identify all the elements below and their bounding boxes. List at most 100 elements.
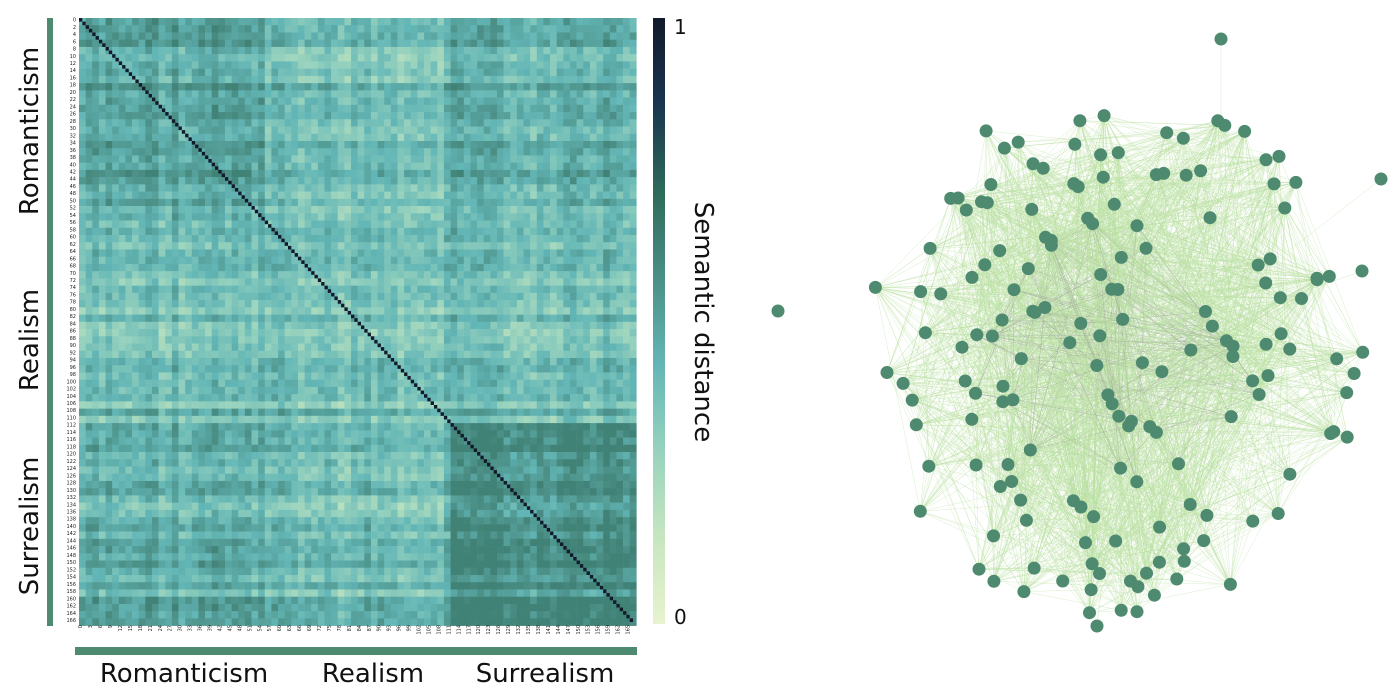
heatmap-cell [616,177,624,185]
heatmap-cell [404,343,412,352]
heatmap-cell [185,68,193,77]
heatmap-cell [132,227,140,236]
heatmap-cell [510,394,518,402]
heatmap-cell [304,61,312,69]
heatmap-cell [205,430,212,438]
heatmap-cell [297,184,305,192]
heatmap-cell [304,177,312,185]
heatmap-cell [205,329,212,337]
heatmap-cell [79,357,86,366]
heatmap-cell [576,32,584,40]
heatmap-cell [370,437,378,446]
heatmap-cell [132,249,140,257]
heatmap-cell [450,430,458,438]
heatmap-cell [483,227,491,236]
heatmap-cell [503,184,511,192]
heatmap-cell [603,83,611,91]
heatmap-cell [483,278,491,286]
heatmap-cell [165,285,173,294]
heatmap-cell [258,112,266,120]
heatmap-cell [211,155,219,163]
heatmap-cell [543,32,551,40]
heatmap-cell [556,191,564,200]
heatmap-cell [112,314,120,323]
heatmap-cell [291,104,299,113]
heatmap-cell [291,206,299,214]
heatmap-cell [251,321,259,330]
heatmap-cell [623,162,630,171]
heatmap-cell [98,198,106,207]
heatmap-cell [563,126,571,135]
heatmap-cell [424,90,431,98]
heatmap-cell [623,25,630,33]
heatmap-cell [563,46,571,55]
heatmap-cell [125,444,133,453]
heatmap-cell [218,437,226,446]
heatmap-cell [112,220,120,229]
heatmap-cell [424,235,431,243]
heatmap-cell [218,68,226,77]
heatmap-cell [536,292,544,301]
heatmap-cell [165,75,173,84]
heatmap-cell [550,386,557,395]
heatmap-cell [563,112,571,120]
heatmap-cell [370,220,378,229]
heatmap-cell [271,357,279,366]
heatmap-cell [278,198,285,207]
heatmap-cell [390,430,398,438]
heatmap-cell [158,278,166,286]
heatmap-cell [516,408,524,417]
heatmap-cell [450,184,458,192]
heatmap-cell [138,112,146,120]
heatmap-cell [364,321,372,330]
heatmap-cell [556,321,564,330]
heatmap-cell [463,242,471,250]
heatmap-cell [218,365,226,373]
heatmap-cell [370,104,378,113]
heatmap-cell [218,408,226,417]
heatmap-cell [576,372,584,380]
heatmap-cell [291,32,299,40]
heatmap-cell [224,314,232,323]
heatmap-cell [550,329,557,337]
heatmap-cell [118,54,126,62]
heatmap-cell [165,68,173,77]
heatmap-cell [603,32,611,40]
heatmap-cell [609,198,617,207]
heatmap-cell [424,365,431,373]
heatmap-cell [470,104,478,113]
heatmap-cell [331,133,339,142]
heatmap-cell [450,357,458,366]
heatmap-cell [145,39,153,48]
heatmap-cell [430,394,438,402]
heatmap-cell [550,220,557,229]
heatmap-cell [178,177,186,185]
heatmap-cell [264,242,272,250]
heatmap-cell [417,372,425,380]
heatmap-cell [284,32,292,40]
heatmap-cell [244,285,252,294]
heatmap-cell [317,307,325,315]
heatmap-cell [297,126,305,135]
heatmap-cell [304,148,312,156]
heatmap-cell [324,177,332,185]
heatmap-cell [178,314,186,323]
heatmap-cell [185,242,193,250]
heatmap-cell [98,278,106,286]
heatmap-cell [158,336,166,344]
heatmap-cell [417,307,425,315]
heatmap-cell [397,61,405,69]
heatmap-cell [105,104,113,113]
heatmap-cell [576,54,584,62]
heatmap-cell [118,321,126,330]
heatmap-cell [284,177,292,185]
heatmap-cell [397,39,405,48]
heatmap-cell [430,68,438,77]
heatmap-cell [278,140,285,149]
heatmap-cell [178,256,186,265]
heatmap-cell [463,379,471,388]
heatmap-cell [231,46,239,55]
heatmap-cell [576,336,584,344]
heatmap-cell [623,68,630,77]
heatmap-cell [556,343,564,352]
